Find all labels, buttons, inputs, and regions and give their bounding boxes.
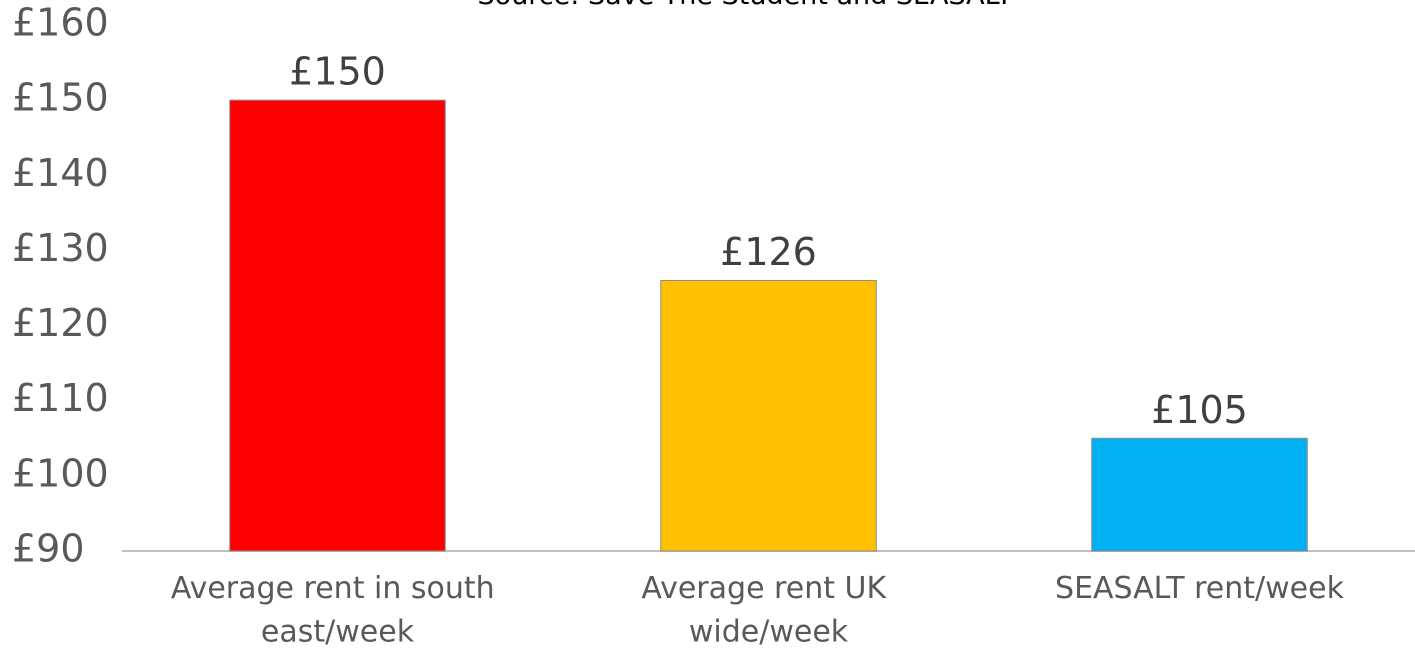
y-tick-label: £140 [12, 151, 109, 195]
y-tick-label: £100 [12, 451, 109, 495]
y-tick-label: £160 [12, 1, 109, 45]
bar [660, 279, 877, 552]
bar [229, 99, 446, 552]
y-tick-label: £110 [12, 376, 109, 420]
value-label: £150 [289, 50, 386, 94]
chart-subtitle: Source: Save The Student and SEASALT [478, 0, 1013, 11]
y-tick-label: £130 [12, 226, 109, 270]
x-tick-label: SEASALT rent/week [1055, 571, 1345, 606]
value-label: £105 [1151, 388, 1248, 432]
y-tick-label: £90 [12, 527, 85, 571]
value-label: £126 [720, 230, 817, 274]
bar [1091, 437, 1308, 552]
x-tick-label: Average rent UK wide/week [641, 571, 895, 650]
y-tick-label: £120 [12, 301, 109, 345]
x-tick-label: Average rent in south east/week [171, 571, 504, 650]
y-tick-label: £150 [12, 76, 109, 120]
